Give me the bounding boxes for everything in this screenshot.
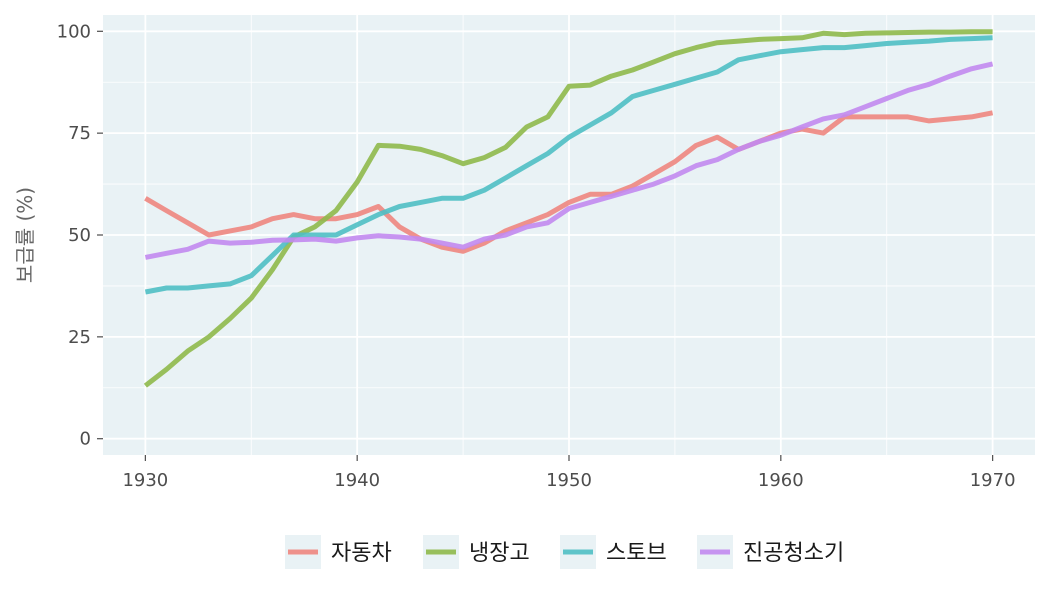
x-tick-label: 1950 [546, 470, 592, 491]
axes: 1930 1940 1950 1960 1970 0 25 50 75 100 [57, 21, 1016, 491]
y-tick-label: 0 [80, 429, 91, 450]
y-axis-title: 보급률 (%) [13, 187, 37, 283]
x-tick-label: 1970 [970, 470, 1016, 491]
series-lines [143, 29, 994, 388]
legend-label: 자동차 [331, 541, 392, 566]
series-line-2 [143, 29, 993, 388]
legend-label: 진공청소기 [743, 541, 844, 566]
y-tick-label: 50 [68, 225, 91, 246]
legend: 자동차 냉장고 스토브 진공청소기 [285, 535, 844, 569]
y-tick-label: 100 [57, 21, 91, 42]
series-line-4 [144, 61, 994, 260]
legend-label: 냉장고 [469, 541, 530, 566]
grid-lines [103, 15, 1035, 455]
x-tick-label: 1940 [334, 470, 380, 491]
x-tick-label: 1930 [122, 470, 168, 491]
y-tick-label: 25 [68, 327, 91, 348]
series-line-1 [144, 110, 994, 254]
y-tick-label: 75 [68, 123, 91, 144]
x-tick-label: 1960 [758, 470, 804, 491]
legend-label: 스토브 [606, 541, 667, 566]
